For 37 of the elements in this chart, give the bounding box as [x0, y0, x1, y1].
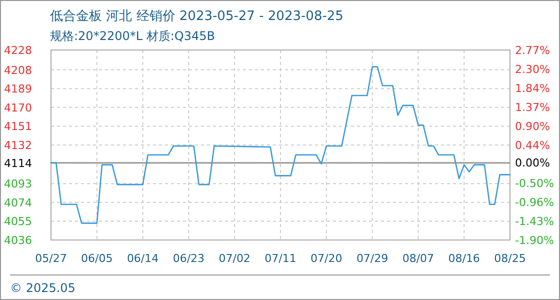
y2-tick-label: -0.50% — [515, 177, 554, 190]
y-tick-label: 4228 — [4, 44, 32, 57]
y2-tick-label: 1.37% — [515, 100, 550, 114]
x-tick-label: 06/05 — [81, 252, 113, 265]
line-series — [50, 66, 511, 224]
text: © 2025.05 — [10, 281, 76, 295]
y-tick-label: 4151 — [4, 120, 32, 134]
y-tick-label: 4189 — [4, 82, 32, 96]
y-tick-label: 4074 — [4, 196, 32, 210]
x-tick-label: 07/02 — [218, 252, 250, 265]
y2-tick-label: 0.00% — [515, 156, 550, 170]
y-tick-label: 4093 — [4, 178, 32, 191]
x-tick-label: 07/29 — [356, 252, 388, 265]
y2-tick-label: 0.90% — [515, 120, 550, 134]
y2-tick-label: -1.43% — [515, 214, 554, 228]
chart-subtitle: 规格:20*2200*L 材质:Q345B — [50, 29, 215, 43]
y-tick-label: 4055 — [4, 215, 32, 228]
x-tick-label: 07/20 — [310, 252, 342, 265]
y-tick-label: 4208 — [4, 64, 32, 77]
y-tick-label: 4036 — [4, 234, 32, 247]
x-tick-label: 07/11 — [264, 252, 296, 265]
x-tick-label: 05/27 — [35, 252, 67, 265]
x-tick-label: 08/25 — [494, 252, 526, 265]
y2-tick-label: 1.84% — [515, 82, 550, 95]
y2-tick-label: 0.44% — [515, 138, 550, 152]
x-tick-label: 06/23 — [172, 252, 205, 265]
y-tick-label: 4170 — [4, 101, 32, 114]
y2-tick-label: -0.96% — [515, 196, 554, 209]
x-tick-label: 08/16 — [448, 252, 480, 265]
x-tick-label: 08/07 — [402, 252, 434, 265]
y-tick-label: 4114 — [4, 156, 32, 170]
y2-tick-label: 2.30% — [515, 63, 550, 76]
y-tick-label: 4132 — [4, 139, 32, 152]
y2-tick-label: -1.90% — [515, 234, 554, 247]
y2-tick-label: 2.77% — [515, 44, 550, 57]
chart-title: 低合金板 河北 经销价 2023-05-27 - 2023-08-25 — [50, 9, 344, 24]
x-tick-label: 06/14 — [126, 252, 159, 265]
